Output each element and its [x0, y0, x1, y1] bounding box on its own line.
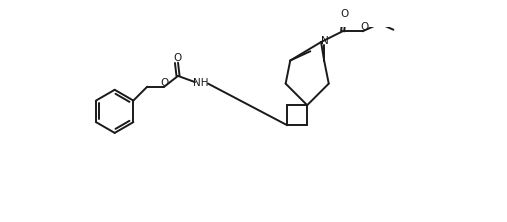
Text: N: N	[321, 36, 329, 46]
Text: O: O	[173, 53, 182, 63]
Text: O: O	[160, 78, 168, 88]
Text: O: O	[341, 9, 349, 19]
Text: NH: NH	[193, 78, 209, 88]
Text: O: O	[360, 22, 368, 32]
